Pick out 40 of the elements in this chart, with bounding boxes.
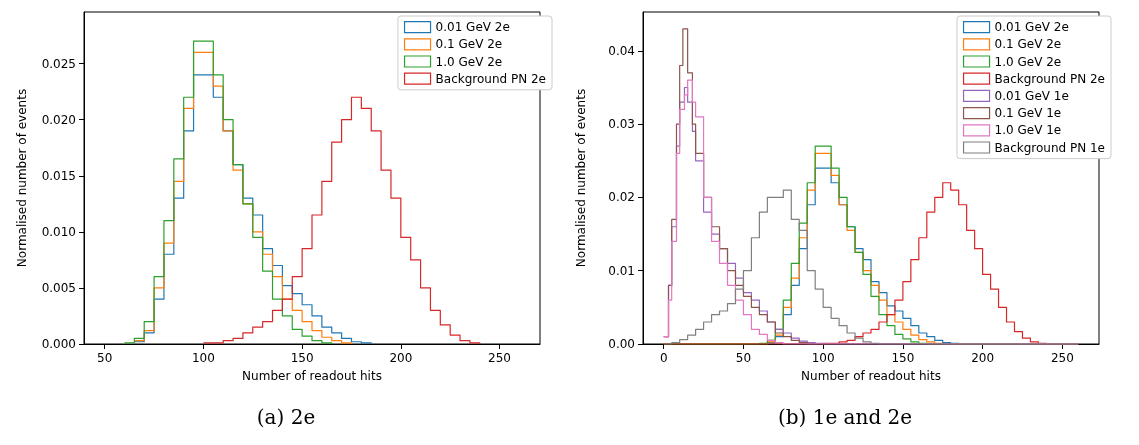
legend-label: 0.1 GeV 2e [994,37,1062,52]
y-tick-label: 0.025 [41,56,76,71]
x-tick-label: 50 [735,351,752,365]
legend-label: Background PN 1e [994,140,1105,155]
y-tick-label: 0.005 [41,280,76,295]
y-axis-title: Normalised number of events [574,88,588,268]
legend-label: 1.0 GeV 2e [994,54,1062,69]
y-axis-title: Normalised number of events [15,88,29,268]
y-tick-label: 0.02 [608,190,635,205]
y-tick-label: 0.03 [608,117,635,132]
y-tick-label: 0.00 [608,337,635,351]
x-tick-label: 250 [1050,351,1074,365]
legend-label: 0.01 GeV 2e [994,20,1069,35]
legend-label: Background PN 2e [435,71,546,86]
x-tick-label: 150 [891,351,915,365]
x-tick-label: 100 [811,351,835,365]
legend-label: Background PN 2e [994,71,1105,86]
legend-label: 0.1 GeV 1e [994,106,1062,121]
y-tick-label: 0.015 [41,168,76,183]
legend-label: 0.01 GeV 2e [435,20,510,35]
x-tick-label: 250 [488,351,511,365]
x-tick-label: 100 [191,351,215,365]
y-tick-label: 0.020 [41,112,76,127]
legend-label: 1.0 GeV 2e [435,54,503,69]
text: (a) 2e [256,405,316,429]
legend-label: 1.0 GeV 1e [994,123,1062,138]
x-tick-label: 200 [971,351,995,365]
y-tick-label: 0.000 [41,337,76,351]
x-tick-label: 200 [389,351,413,365]
y-tick-label: 0.01 [608,263,635,278]
legend-label: 0.1 GeV 2e [435,37,503,52]
x-tick-label: 50 [97,351,113,365]
legend-label: 0.01 GeV 1e [994,88,1069,103]
x-axis-title: Number of readout hits [801,369,941,383]
x-tick-label: 150 [290,351,314,365]
x-axis-title: Number of readout hits [242,369,382,383]
y-tick-label: 0.010 [41,224,76,239]
y-tick-label: 0.04 [608,43,635,58]
x-tick-label: 0 [659,351,668,365]
text: (b) 1e and 2e [777,405,913,429]
